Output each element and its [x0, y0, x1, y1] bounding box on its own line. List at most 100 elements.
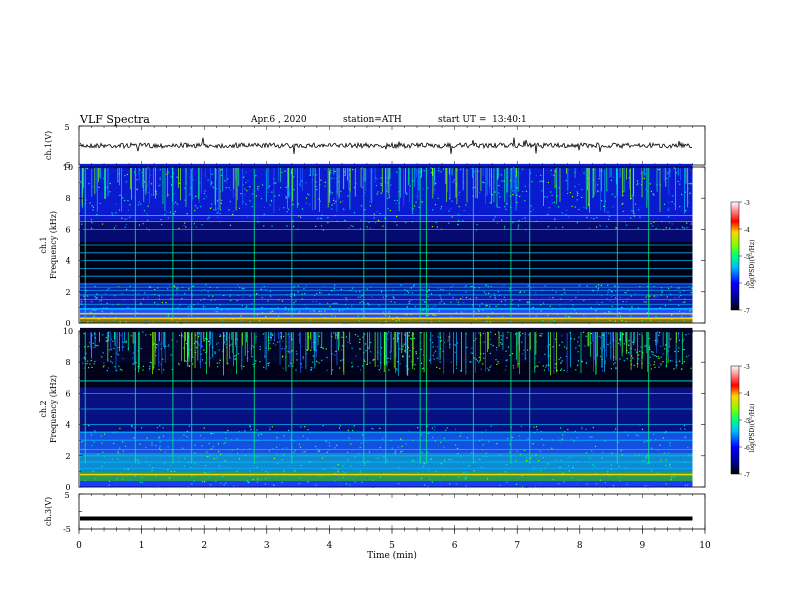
psd-speckle — [594, 445, 597, 448]
psd-speckle — [578, 208, 580, 211]
psd-speckle — [457, 452, 459, 455]
psd-speckle — [293, 440, 296, 442]
psd-speckle — [633, 215, 636, 217]
y-tick-label: 5 — [64, 123, 69, 132]
psd-speckle — [629, 309, 631, 312]
psd-speckle — [173, 203, 175, 205]
psd-speckle — [547, 213, 549, 216]
psd-speckle — [138, 224, 141, 226]
psd-speckle — [433, 358, 435, 360]
psd-speckle — [160, 363, 162, 365]
psd-speckle — [665, 227, 667, 229]
psd-speckle — [380, 183, 382, 185]
psd-speckle — [252, 193, 254, 195]
psd-speckle — [601, 366, 603, 368]
psd-speckle — [410, 287, 412, 289]
psd-speckle — [188, 288, 190, 290]
psd-speckle — [566, 347, 568, 350]
psd-speckle — [421, 201, 423, 203]
psd-speckle — [345, 483, 348, 485]
psd-speckle — [291, 309, 293, 311]
psd-speckle — [300, 363, 302, 365]
psd-speckle — [297, 203, 300, 205]
psd-speckle — [526, 301, 528, 303]
psd-speckle — [586, 217, 588, 219]
psd-speckle — [361, 186, 363, 189]
psd-speckle — [236, 470, 238, 472]
psd-speckle — [184, 199, 186, 201]
psd-speckle — [440, 288, 442, 291]
psd-speckle — [159, 184, 161, 186]
psd-speckle — [231, 449, 233, 451]
psd-speckle — [280, 332, 282, 334]
psd-speckle — [178, 456, 180, 459]
psd-speckle — [102, 451, 104, 453]
psd-speckle — [539, 450, 541, 452]
psd-speckle — [525, 486, 528, 489]
psd-speckle — [331, 290, 333, 292]
psd-speckle — [183, 434, 185, 436]
psd-speckle — [465, 485, 467, 487]
psd-speckle — [686, 227, 688, 229]
psd-speckle — [566, 209, 568, 211]
psd-speckle — [544, 196, 546, 198]
psd-speckle — [293, 302, 295, 304]
psd-speckle — [211, 203, 213, 205]
psd-speckle — [442, 350, 444, 352]
y-axis-label: ch.1(V) — [44, 131, 53, 160]
psd-speckle — [87, 345, 89, 348]
psd-speckle — [557, 206, 560, 208]
psd-speckle — [206, 451, 208, 453]
psd-speckle — [483, 182, 485, 184]
psd-speckle — [512, 221, 514, 224]
psd-speckle — [430, 459, 432, 461]
psd-speckle — [290, 362, 292, 364]
psd-speckle — [150, 334, 152, 336]
psd-speckle — [650, 368, 652, 370]
psd-speckle — [80, 303, 82, 305]
psd-speckle — [539, 469, 542, 471]
psd-speckle — [489, 202, 491, 204]
psd-speckle — [348, 437, 350, 439]
psd-speckle — [96, 213, 98, 216]
psd-speckle — [265, 470, 267, 473]
psd-speckle — [505, 202, 507, 205]
psd-speckle — [153, 343, 155, 345]
psd-speckle — [80, 182, 83, 184]
psd-speckle — [286, 201, 288, 203]
psd-speckle — [269, 204, 271, 206]
psd-speckle — [229, 189, 232, 191]
psd-speckle — [283, 435, 285, 437]
psd-speckle — [319, 331, 321, 334]
psd-speckle — [637, 307, 640, 309]
psd-speckle — [567, 465, 570, 467]
psd-speckle — [614, 362, 616, 364]
psd-speckle — [534, 366, 536, 368]
psd-speckle — [573, 338, 575, 340]
psd-speckle — [150, 194, 153, 196]
psd-speckle — [471, 304, 473, 306]
psd-speckle — [532, 443, 534, 445]
psd-speckle — [602, 452, 604, 454]
psd-speckle — [170, 464, 172, 467]
psd-speckle — [662, 353, 664, 355]
psd-speckle — [276, 463, 279, 465]
psd-speckle — [373, 358, 375, 361]
psd-speckle — [411, 338, 413, 340]
psd-speckle — [426, 425, 428, 427]
psd-speckle — [645, 456, 647, 458]
psd-speckle — [158, 437, 160, 439]
psd-speckle — [94, 360, 96, 363]
psd-speckle — [357, 315, 359, 317]
psd-speckle — [164, 214, 166, 216]
psd-speckle — [554, 322, 556, 325]
psd-speckle — [645, 301, 647, 303]
psd-speckle — [309, 469, 311, 471]
psd-speckle — [237, 284, 239, 286]
psd-speckle — [658, 459, 660, 461]
psd-speckle — [198, 333, 201, 335]
psd-speckle — [456, 453, 458, 455]
psd-speckle — [171, 339, 173, 341]
psd-speckle — [637, 182, 639, 185]
psd-speckle — [442, 168, 445, 170]
